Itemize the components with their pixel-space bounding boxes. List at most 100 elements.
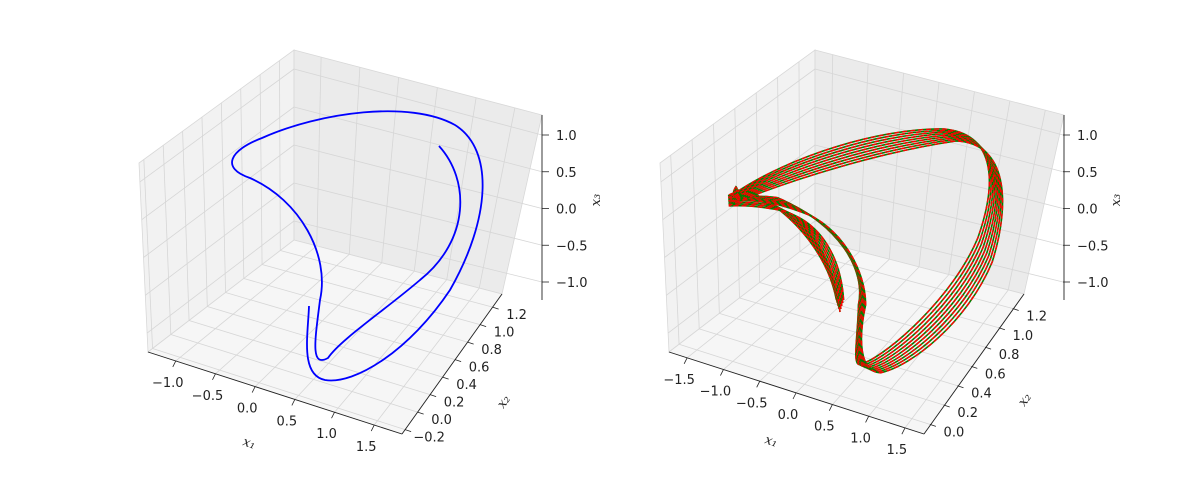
x-tick-label: −1.0: [152, 376, 184, 391]
z-gridline: [814, 68, 1064, 136]
z-tick-label: −0.5: [1077, 239, 1109, 254]
x-gridline: [686, 243, 831, 359]
z-tick-label: −0.5: [556, 239, 588, 254]
right-gridlines: [660, 54, 1064, 429]
left-3d-axes: −1.0 −0.5 0.0 0.5 1.0 1.5 −0.2 0.0 0.2 0.4 0.6 0.8 1…: [138, 49, 604, 455]
x-gridline: [413, 87, 438, 272]
y-tick-label: 0.2: [957, 406, 978, 421]
y-tick-mark: [971, 366, 978, 369]
y-gridline: [152, 348, 406, 431]
z-tick-label: −1.0: [1077, 276, 1109, 291]
left-gridlines: [139, 57, 543, 431]
x-gridline: [759, 258, 890, 382]
left-z-axis-label: x₃: [589, 194, 604, 207]
x-tick-label: 0.0: [778, 408, 799, 423]
x-tick-mark: [901, 427, 906, 435]
y-tick-label: 1.0: [494, 326, 515, 341]
y-tick-label: 1.2: [506, 308, 527, 323]
z-tick-label: 0.0: [556, 203, 577, 218]
y-gridline: [225, 292, 456, 361]
y-tick-label: 1.0: [1013, 329, 1034, 344]
z-gridline: [146, 220, 295, 334]
x-tick-label: 1.5: [356, 440, 377, 455]
y-tick-mark: [1012, 308, 1019, 311]
x-tick-mark: [828, 404, 833, 411]
y-tick-label: 0.2: [444, 396, 465, 411]
z-gridline: [667, 220, 816, 334]
x-tick-label: 0.5: [277, 414, 298, 429]
y-tick-mark: [454, 359, 462, 363]
x-tick-mark: [370, 424, 375, 432]
y-gridline: [699, 328, 944, 406]
z-tick-label: −1.0: [556, 276, 588, 291]
y-gridline: [678, 343, 931, 425]
x-tick-label: −0.5: [192, 389, 224, 404]
y-tick-label: 0.0: [944, 425, 965, 440]
y-gridline: [779, 266, 999, 329]
x-tick-mark: [756, 381, 761, 388]
x-gridline: [381, 77, 400, 263]
y-tick-mark: [929, 423, 937, 427]
x-gridline: [904, 289, 1009, 429]
y-tick-mark: [429, 394, 437, 398]
z-gridline: [814, 220, 1064, 283]
y-gridline: [207, 306, 443, 378]
x-tick-label: −1.5: [663, 373, 695, 388]
y-tick-label: 0.8: [999, 348, 1020, 363]
right-z-axis-label: x₃: [1109, 194, 1124, 207]
x-gridline: [478, 107, 516, 289]
x-gridline: [334, 279, 448, 413]
y-gridline: [261, 264, 481, 326]
x-tick-label: 1.0: [850, 431, 871, 446]
y-tick-mark: [943, 404, 950, 408]
z-gridline: [143, 144, 295, 258]
z-tick-label: 0.5: [556, 166, 577, 181]
x-tick-mark: [792, 392, 797, 400]
z-gridline: [145, 182, 295, 296]
y-tick-label: −0.2: [413, 431, 445, 446]
y-tick-mark: [404, 429, 412, 433]
x-tick-mark: [331, 412, 335, 419]
x-tick-label: −0.5: [736, 396, 768, 411]
y-tick-label: 0.0: [431, 413, 452, 428]
z-gridline: [666, 182, 816, 296]
left-tick-labels: −1.0 −0.5 0.0 0.5 1.0 1.5 −0.2 0.0 0.2 0.4 0.6 0.8 1…: [152, 129, 588, 455]
y-tick-mark: [998, 327, 1005, 331]
x-gridline: [175, 245, 318, 362]
x-tick-label: 1.5: [887, 443, 908, 458]
right-trajectories: [727, 128, 1004, 374]
right-tick-labels: −1.5 −1.0 −0.5 0.0 0.5 1.0 1.5 0.0 0.2 0.4 0.6 0.8 1…: [663, 129, 1108, 458]
trajectory-line-red-dashed: [728, 138, 1002, 373]
z-gridline: [139, 68, 295, 183]
z-gridline: [660, 68, 816, 183]
x-gridline: [831, 274, 950, 405]
y-tick-mark: [479, 324, 487, 328]
y-tick-label: 0.6: [469, 361, 490, 376]
y-tick-label: 0.6: [985, 367, 1006, 382]
x-gridline: [918, 82, 940, 268]
y-gridline: [170, 334, 418, 413]
x-gridline: [215, 254, 350, 375]
right-x-axis-label: x₁: [763, 433, 780, 451]
x-gridline: [446, 97, 477, 280]
x-tick-label: 0.0: [237, 402, 258, 417]
x-tick-mark: [291, 399, 296, 406]
z-gridline: [141, 106, 295, 221]
y-tick-mark: [467, 341, 474, 345]
z-tick-label: 1.0: [556, 129, 577, 144]
x-gridline: [254, 262, 383, 387]
x-tick-mark: [172, 360, 177, 368]
z-gridline: [293, 106, 543, 173]
trajectory-line: [231, 110, 484, 382]
x-gridline: [294, 270, 415, 400]
y-gridline: [280, 250, 493, 308]
x-tick-mark: [212, 373, 216, 380]
x-tick-label: 1.0: [316, 427, 337, 442]
z-tick-label: 1.0: [1077, 129, 1098, 144]
x-tick-mark: [720, 369, 724, 376]
right-y-axis-label: x₂: [1015, 391, 1034, 410]
x-tick-label: 0.5: [814, 420, 835, 435]
z-gridline: [293, 68, 543, 136]
right-axis-lines: [668, 115, 1065, 435]
